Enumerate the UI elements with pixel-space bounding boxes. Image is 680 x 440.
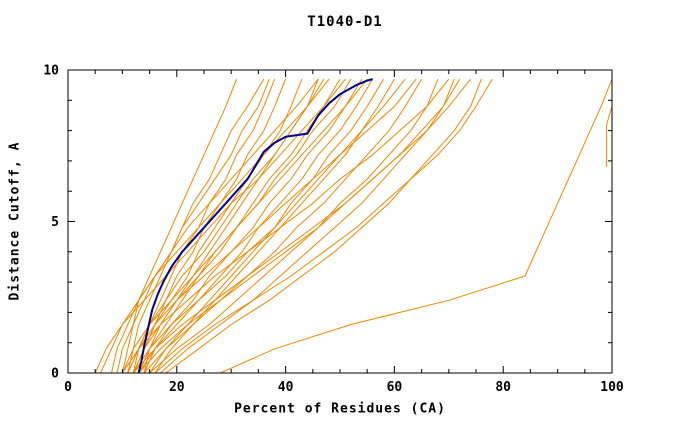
model-curve [111, 78, 319, 374]
model-curve [132, 78, 406, 374]
model-curve [154, 78, 493, 374]
model-curve [143, 78, 423, 374]
model-curve [220, 78, 613, 374]
model-curve [121, 78, 368, 374]
model-curve [138, 78, 461, 374]
highlight-curve [137, 78, 373, 374]
x-tick-label: 0 [64, 380, 72, 395]
chart-title: T1040-D1 [307, 14, 383, 30]
model-curve [149, 78, 439, 374]
model-curve [94, 78, 346, 374]
y-tick-label: 5 [51, 215, 59, 230]
model-curve [606, 79, 613, 167]
model-curve [121, 78, 450, 374]
model-curve [149, 78, 384, 374]
y-tick-label: 0 [51, 367, 59, 382]
model-curve [116, 78, 270, 374]
x-tick-label: 100 [600, 380, 624, 395]
model-curve [132, 78, 471, 374]
model-curve [165, 78, 482, 374]
x-axis-label: Percent of Residues (CA) [234, 401, 446, 417]
x-tick-label: 80 [495, 380, 511, 395]
model-curve [132, 78, 352, 374]
y-tick-label: 10 [43, 64, 59, 79]
x-tick-label: 40 [278, 380, 294, 395]
x-tick-label: 60 [387, 380, 403, 395]
model-curve [121, 78, 238, 374]
model-curve [127, 78, 417, 374]
x-tick-label: 20 [169, 380, 185, 395]
model-curve [138, 78, 287, 374]
